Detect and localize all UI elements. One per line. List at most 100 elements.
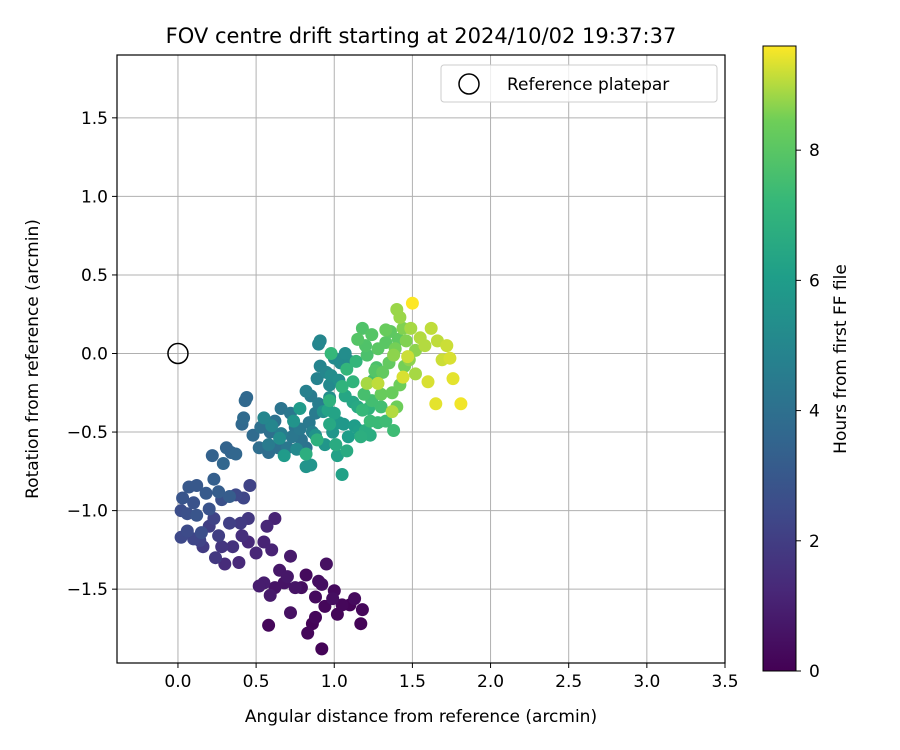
data-point <box>399 334 413 348</box>
data-point <box>349 354 363 368</box>
data-point <box>335 598 349 612</box>
data-point <box>299 447 313 461</box>
data-point <box>385 405 399 419</box>
data-point <box>212 529 226 543</box>
data-point <box>440 339 454 353</box>
data-point <box>234 516 247 530</box>
data-point <box>315 642 329 656</box>
data-point <box>393 310 407 324</box>
data-point <box>180 524 194 538</box>
data-point <box>326 592 340 606</box>
data-point <box>355 603 369 617</box>
data-point <box>357 387 371 401</box>
data-point <box>396 370 410 384</box>
data-point <box>309 590 322 604</box>
colorbar-tick-label: 0 <box>809 662 820 682</box>
y-tick-label: −1.5 <box>67 580 108 600</box>
data-point <box>187 496 201 510</box>
data-point <box>387 348 401 362</box>
data-point <box>313 334 327 348</box>
x-tick-label: 2.5 <box>555 672 582 692</box>
grid-lines <box>117 55 726 663</box>
plot-frame <box>116 54 726 664</box>
data-point <box>421 375 435 389</box>
data-point <box>288 581 302 595</box>
data-point <box>262 618 276 632</box>
data-point <box>338 347 352 360</box>
data-point <box>257 535 271 549</box>
data-point <box>243 479 257 492</box>
data-point <box>329 438 343 452</box>
data-point <box>319 557 333 571</box>
data-point <box>405 296 419 310</box>
data-point <box>212 485 226 499</box>
data-point <box>404 321 418 335</box>
data-point <box>310 433 324 447</box>
data-point <box>176 491 190 505</box>
data-point <box>237 411 251 425</box>
x-tick-label: 1.5 <box>399 672 426 692</box>
y-axis-label: Rotation from reference (arcmin) <box>23 219 43 499</box>
colorbar-tick-label: 4 <box>809 402 820 422</box>
data-point <box>355 403 369 417</box>
colorbar: 0 2 4 6 8 Hours from first FF file <box>762 45 851 682</box>
data-point <box>387 424 401 437</box>
x-tick-label: 2.0 <box>477 672 504 692</box>
data-point <box>446 372 460 386</box>
colorbar-tick-label: 6 <box>809 271 820 291</box>
data-point <box>348 592 362 606</box>
x-tick-label: 3.0 <box>633 672 660 692</box>
data-point <box>401 350 415 364</box>
data-point <box>454 397 468 411</box>
data-point <box>249 546 263 560</box>
legend-box <box>440 64 718 103</box>
data-point <box>371 376 385 390</box>
data-point <box>209 551 222 565</box>
data-point <box>207 472 221 486</box>
data-point <box>265 543 279 557</box>
data-point <box>310 372 324 386</box>
data-point <box>238 394 252 408</box>
data-point <box>340 362 354 376</box>
data-point <box>190 479 204 492</box>
data-point <box>309 610 322 624</box>
legend: Reference platepar <box>440 64 718 103</box>
data-point <box>335 468 349 481</box>
colorbar-tick-label: 8 <box>809 141 820 161</box>
data-point <box>374 387 388 401</box>
data-point <box>205 449 219 463</box>
data-point <box>379 336 393 349</box>
data-point <box>257 411 271 425</box>
colorbar-gradient <box>762 45 797 672</box>
data-point <box>226 540 240 554</box>
data-point <box>262 438 276 452</box>
data-point <box>385 386 399 400</box>
data-point <box>335 380 349 393</box>
data-point <box>346 375 360 389</box>
data-point <box>223 490 236 503</box>
legend-entry: Reference platepar <box>507 75 669 95</box>
data-point <box>190 508 204 522</box>
data-point <box>337 417 351 431</box>
data-point <box>327 406 341 420</box>
data-point <box>418 339 432 353</box>
legend-marker <box>458 73 480 95</box>
data-point <box>323 417 337 431</box>
data-point <box>285 430 299 444</box>
data-point <box>280 570 294 584</box>
data-point <box>268 512 282 525</box>
data-point <box>246 428 260 442</box>
data-point <box>365 328 379 342</box>
reference-platepar-marker <box>167 342 189 365</box>
data-point <box>443 351 457 365</box>
x-tick-label: 0.0 <box>164 672 191 692</box>
data-point <box>429 397 443 411</box>
data-point <box>299 384 313 398</box>
data-point <box>323 394 337 408</box>
data-point <box>301 626 315 640</box>
colorbar-label: Hours from first FF file <box>831 264 851 454</box>
data-point <box>355 321 369 335</box>
data-point <box>284 606 297 620</box>
data-point <box>424 321 438 335</box>
